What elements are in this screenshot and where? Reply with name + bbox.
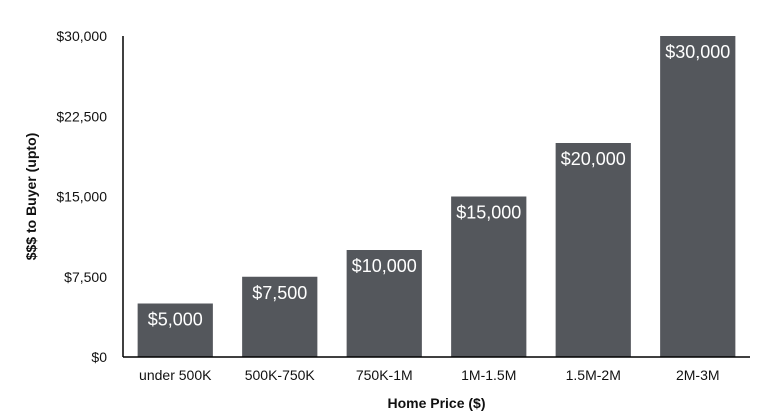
x-tick-label: 750K-1M [356,367,413,383]
y-tick-label: $22,500 [56,108,107,124]
x-tick-label: under 500K [139,367,212,383]
x-tick-labels: under 500K 500K-750K 750K-1M 1M-1.5M 1.5M-2M… [139,367,719,383]
bar-value-label: $7,500 [252,283,307,303]
bar [451,196,527,357]
bar-value-label: $20,000 [561,149,626,169]
bars [137,36,736,357]
bar-value-label: $30,000 [665,42,730,62]
y-axis-title: $$$ to Buyer (upto) [23,133,39,261]
bar [555,143,631,357]
y-tick-label: $0 [91,349,107,365]
x-tick-label: 1M-1.5M [461,367,516,383]
bar-value-label: $5,000 [148,310,203,330]
y-tick-label: $15,000 [56,189,107,205]
bar-value-label: $10,000 [352,256,417,276]
y-tick-labels: $0 $7,500 $15,000 $22,500 $30,000 [56,28,107,365]
x-tick-label: 500K-750K [245,367,316,383]
x-tick-label: 2M-3M [676,367,720,383]
y-tick-label: $7,500 [64,269,107,285]
x-tick-label: 1.5M-2M [566,367,621,383]
y-tick-label: $30,000 [56,28,107,44]
bar-value-labels: $5,000 $7,500 $10,000 $15,000 $20,000 $30,000 [148,42,731,330]
bar-value-label: $15,000 [456,203,521,223]
bar [660,36,736,357]
bar [137,303,213,357]
x-axis-title: Home Price ($) [387,395,485,411]
bar [346,250,422,357]
bar [242,276,318,357]
